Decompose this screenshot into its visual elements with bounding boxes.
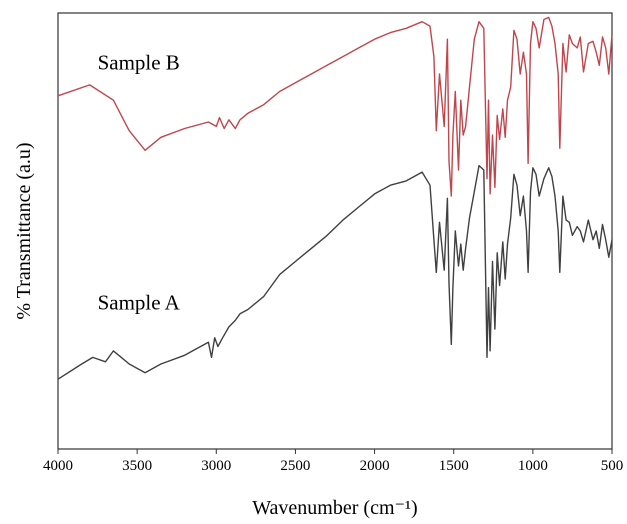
series-line-sample-a — [57, 164, 613, 380]
x-tick-label: 3500 — [122, 458, 152, 474]
x-tick-label: 500 — [601, 458, 624, 474]
plot-area — [57, 12, 613, 450]
x-tick-label: 2500 — [280, 458, 310, 474]
x-tick-label: 2000 — [360, 458, 390, 474]
series-line-sample-b — [57, 16, 613, 197]
y-axis-title: % Transmittance (a.u) — [13, 142, 35, 319]
series-label-sample-b: Sample B — [98, 51, 180, 75]
x-tick-label: 1500 — [439, 458, 469, 474]
x-tick-label: 3000 — [201, 458, 231, 474]
series-labels: Sample B Sample A — [98, 51, 181, 315]
plot-frame — [57, 12, 613, 450]
x-axis: 4000 3500 3000 2500 2000 1500 1000 500 — [43, 449, 623, 474]
series-layer — [57, 16, 613, 380]
x-tick-label: 4000 — [43, 458, 73, 474]
series-label-sample-a: Sample A — [98, 290, 181, 314]
x-axis-title: Wavenumber (cm⁻¹) — [252, 497, 417, 519]
x-tick-label: 1000 — [518, 458, 548, 474]
